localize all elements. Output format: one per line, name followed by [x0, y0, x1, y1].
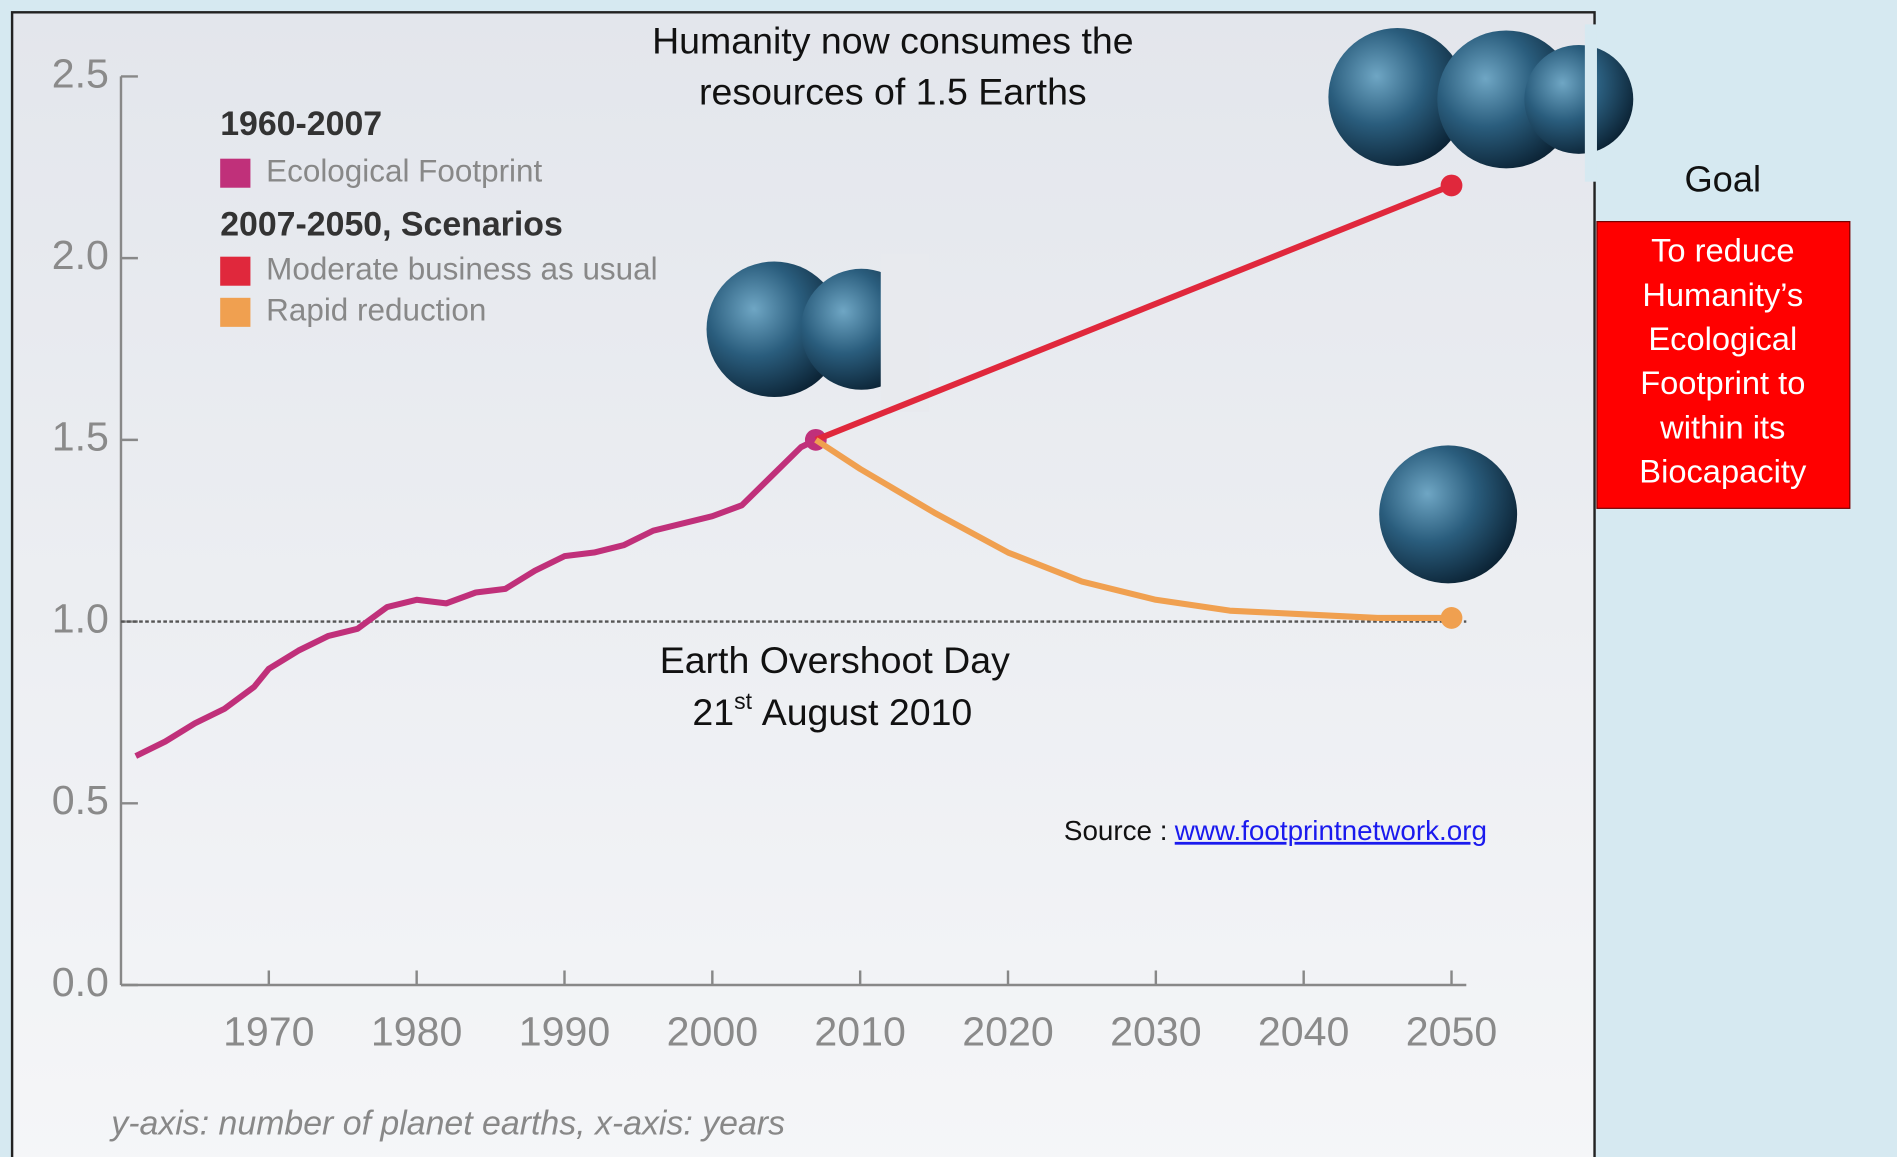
- legend-label: Moderate business as usual: [266, 252, 657, 287]
- goal-text: Biocapacity: [1639, 452, 1807, 489]
- annotation: Earth Overshoot Day: [660, 639, 1010, 681]
- x-tick-label: 2050: [1406, 1008, 1498, 1054]
- chart-title: Humanity now consumes the: [652, 20, 1133, 62]
- chart-panel: [10, 11, 1596, 1157]
- end-point: [1440, 174, 1463, 197]
- y-tick-label: 2.5: [52, 50, 109, 96]
- series-line: [814, 182, 1453, 443]
- legend-swatch: [220, 256, 251, 286]
- series-line: [134, 437, 818, 759]
- x-tick-label: 2010: [814, 1008, 906, 1054]
- goal-box: [1596, 220, 1851, 509]
- x-tick-label: 2000: [667, 1008, 759, 1054]
- chart-title: resources of 1.5 Earths: [699, 70, 1087, 112]
- x-tick-label: 1980: [371, 1008, 463, 1054]
- source-link[interactable]: www.footprintnetwork.org: [1174, 815, 1487, 846]
- goal-text: Humanity’s: [1642, 276, 1803, 313]
- goal-text: within its: [1659, 408, 1785, 445]
- x-tick-label: 1970: [223, 1008, 315, 1054]
- legend-heading: 2007-2050, Scenarios: [220, 205, 563, 243]
- legend-heading: 1960-2007: [220, 105, 382, 143]
- x-tick-label: 2030: [1110, 1008, 1202, 1054]
- goal-text: To reduce: [1651, 232, 1794, 269]
- legend-label: Ecological Footprint: [266, 154, 542, 189]
- sidebar-heading: Goal: [1684, 158, 1761, 199]
- legend-swatch: [220, 158, 251, 188]
- legend-label: Rapid reduction: [266, 293, 486, 328]
- y-tick-label: 0.0: [52, 959, 109, 1005]
- source-label: Source :: [1064, 815, 1168, 846]
- goal-text: Ecological: [1648, 320, 1797, 357]
- annotation-number: 21: [692, 691, 734, 733]
- y-tick-label: 1.0: [52, 595, 109, 641]
- axis-caption: y-axis: number of planet earths, x-axis:…: [109, 1104, 785, 1142]
- annotation-date: August 2010: [762, 691, 973, 733]
- y-tick-label: 2.0: [52, 232, 109, 278]
- series-line: [814, 437, 1452, 621]
- x-tick-label: 1990: [519, 1008, 611, 1054]
- x-tick-label: 2020: [962, 1008, 1054, 1054]
- goal-text: Footprint to: [1640, 364, 1805, 401]
- annotation: 21st August 2010: [692, 688, 972, 733]
- legend-swatch: [220, 297, 251, 327]
- y-tick-label: 0.5: [52, 777, 109, 823]
- end-point: [1440, 607, 1463, 629]
- annotation-superscript: st: [734, 688, 752, 714]
- y-tick-label: 1.5: [52, 414, 109, 460]
- x-tick-label: 2040: [1258, 1008, 1350, 1054]
- globes: [706, 24, 1634, 584]
